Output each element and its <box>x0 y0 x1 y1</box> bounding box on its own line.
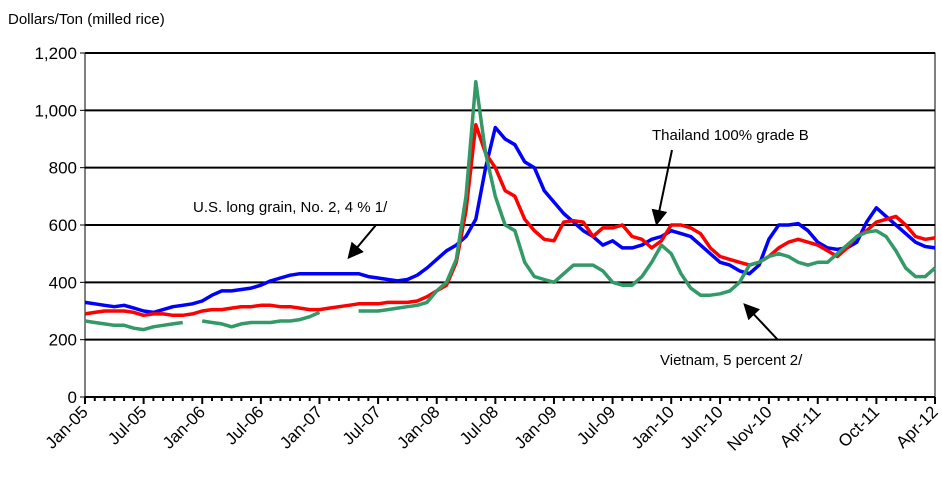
x-tick-label: Apr-12 <box>892 402 942 452</box>
x-tick-label: Jul-08 <box>456 402 502 448</box>
y-tick-label: 400 <box>49 273 77 292</box>
x-tick-label: Jul-07 <box>339 402 385 448</box>
annotation-arrow <box>743 303 779 341</box>
x-tick-label: Jan-05 <box>42 402 92 452</box>
x-tick-label: Jul-05 <box>104 402 150 448</box>
y-tick-label: 800 <box>49 159 77 178</box>
x-tick-label: Oct-11 <box>835 402 884 451</box>
y-tick-label: 0 <box>68 388 77 407</box>
x-tick-label: Jan-08 <box>393 402 443 452</box>
x-tick-label: Jun-10 <box>677 402 727 452</box>
y-tick-label: 1,200 <box>34 44 77 63</box>
x-tick-label: Jul-09 <box>573 402 619 448</box>
x-tick-label: Nov-10 <box>724 402 776 454</box>
annotation: Vietnam, 5 percent 2/ <box>660 352 803 369</box>
series-line <box>84 125 936 315</box>
annotation-arrow <box>347 224 377 260</box>
series-line <box>84 79 937 332</box>
x-tick-label: Jan-09 <box>511 402 561 452</box>
x-tick-label: Jan-07 <box>276 402 326 452</box>
y-axis-label: Dollars/Ton (milled rice) <box>8 11 165 28</box>
annotation-arrow <box>651 149 673 226</box>
x-tick-label: Apr-11 <box>776 402 825 451</box>
annotation: U.S. long grain, No. 2, 4 % 1/ <box>193 199 388 216</box>
x-tick-label: Jan-06 <box>159 402 209 452</box>
x-tick-label: Jan-10 <box>628 402 678 452</box>
y-tick-label: 1,000 <box>34 101 77 120</box>
x-tick-label: Jul-06 <box>222 402 268 448</box>
annotation: Thailand 100% grade B <box>652 127 809 144</box>
series-line <box>84 122 936 318</box>
y-tick-label: 600 <box>49 216 77 235</box>
y-tick-label: 200 <box>49 331 77 350</box>
